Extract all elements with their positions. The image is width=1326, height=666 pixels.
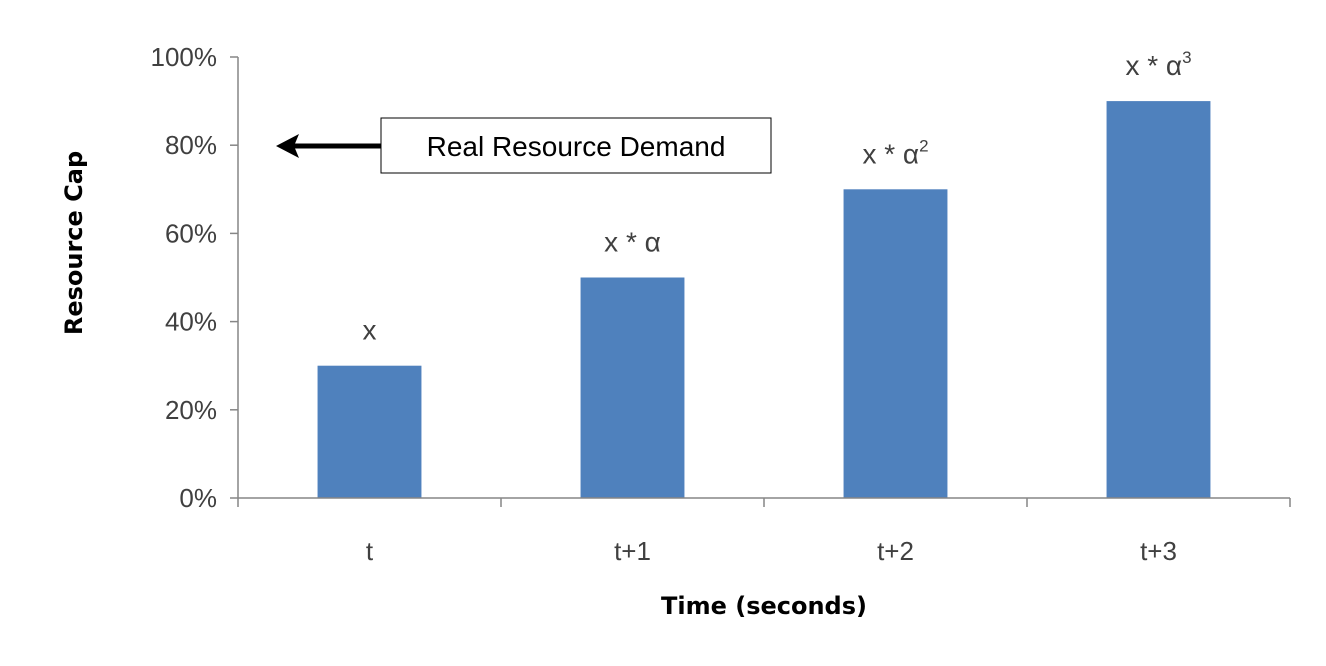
x-tick-label: t+2	[877, 536, 914, 566]
y-tick-label: 80%	[165, 130, 217, 160]
arrow-left-icon	[276, 134, 299, 158]
bar	[843, 189, 948, 499]
x-axis-ticks: t t+1 t+2 t+3	[237, 498, 1291, 566]
x-tick-label: t+3	[1140, 536, 1177, 566]
bar-data-label: x	[363, 315, 377, 346]
y-tick-label: 40%	[165, 307, 217, 337]
y-axis-title: Resource Cap	[60, 151, 88, 335]
x-tick-label: t	[366, 536, 374, 566]
bar-data-label: x * α3	[1125, 48, 1191, 81]
x-tick-label: t+1	[614, 536, 651, 566]
bar-data-labels: x x * α x * α2 x * α3	[363, 48, 1192, 346]
annotation-box	[380, 117, 772, 174]
bar	[580, 277, 685, 498]
bar	[317, 365, 422, 498]
y-tick-label: 60%	[165, 218, 217, 248]
bar-data-label: x * α2	[862, 136, 928, 169]
bar	[1106, 101, 1211, 498]
x-axis-title: Time (seconds)	[661, 592, 867, 620]
y-axis-ticks: 0% 20% 40% 60% 80% 100%	[151, 42, 238, 513]
annotation: Real Resource Demand	[276, 117, 772, 174]
annotation-label: Real Resource Demand	[427, 131, 726, 162]
bar-data-label: x * α	[604, 227, 661, 258]
y-tick-label: 20%	[165, 395, 217, 425]
bars	[317, 101, 1211, 499]
y-tick-label: 100%	[151, 42, 218, 72]
y-tick-label: 0%	[179, 483, 217, 513]
